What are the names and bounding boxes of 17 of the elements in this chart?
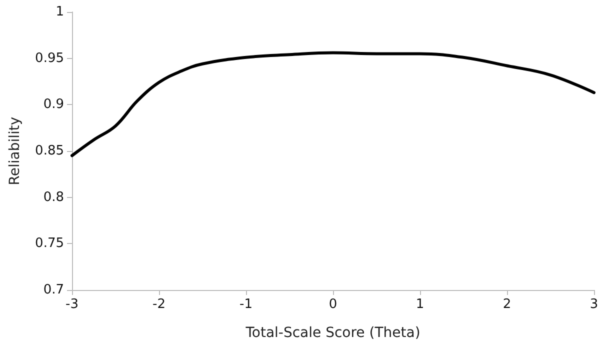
y-tick-label: 0.75 bbox=[35, 236, 64, 252]
x-tick-label: -2 bbox=[152, 297, 166, 312]
line-series bbox=[70, 51, 596, 158]
x-tick-label: -1 bbox=[240, 297, 252, 312]
x-tick-label: 0 bbox=[328, 297, 338, 312]
y-tick-label: 0.9 bbox=[43, 97, 64, 112]
x-tick-label: -3 bbox=[66, 297, 78, 312]
x-axis-title: Total-Scale Score (Theta) bbox=[244, 325, 420, 341]
y-tick-label: 0.85 bbox=[35, 144, 64, 158]
x-tick-label: 2 bbox=[502, 297, 512, 312]
y-axis-title: Reliability bbox=[7, 116, 23, 186]
x-tick-label: 3 bbox=[590, 297, 598, 312]
x-tick-label: 1 bbox=[416, 297, 424, 312]
y-tick-label: 0.7 bbox=[43, 282, 64, 298]
y-tick-label: 1 bbox=[56, 4, 64, 20]
y-tick-label: 0.8 bbox=[43, 190, 64, 205]
y-tick-label: 0.95 bbox=[35, 50, 64, 66]
